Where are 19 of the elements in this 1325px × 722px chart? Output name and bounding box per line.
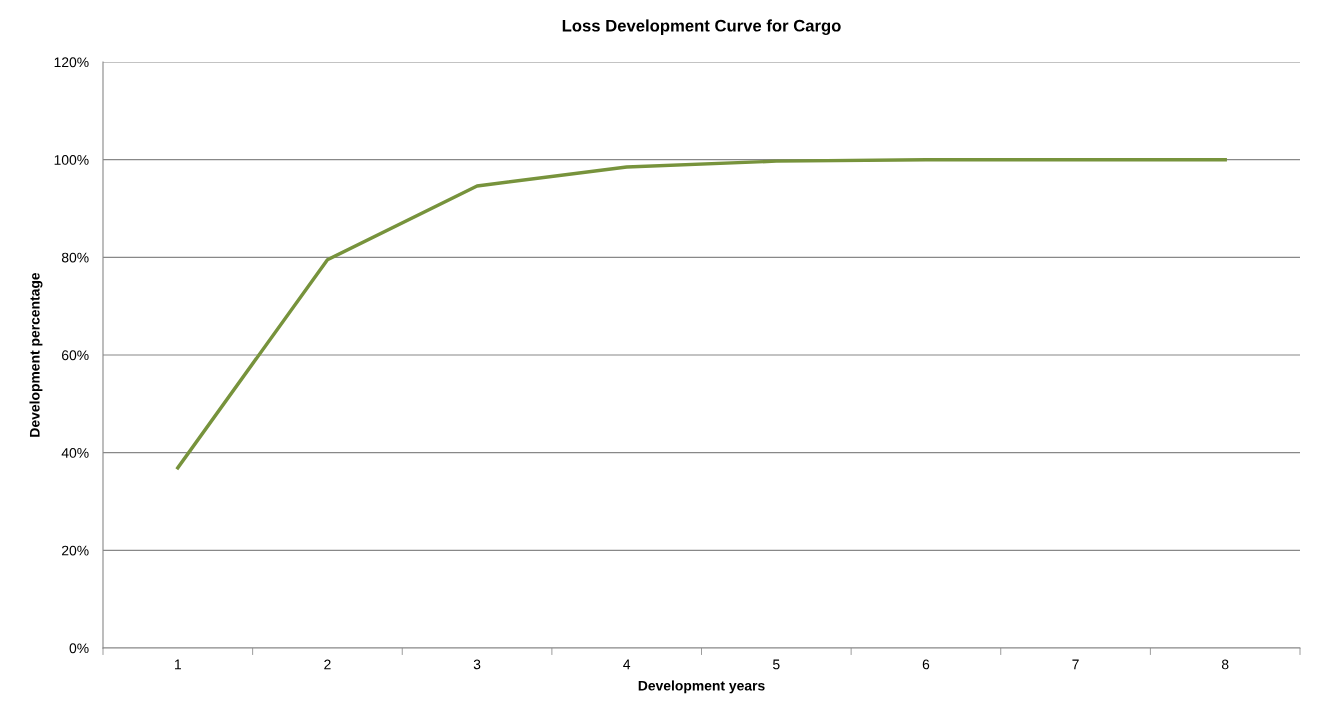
x-tick-label: 5 xyxy=(773,659,780,670)
x-tick-label: 8 xyxy=(1221,659,1229,670)
y-tick-label: 20% xyxy=(62,545,89,556)
y-tick-label: 40% xyxy=(61,448,89,458)
y-tick-label: 120% xyxy=(54,57,89,68)
x-tick-label: 1 xyxy=(175,659,181,670)
x-tick-label: 6 xyxy=(922,659,930,670)
x-tick-label: 7 xyxy=(1072,659,1079,670)
y-tick-label: 100% xyxy=(54,155,89,165)
y-tick-label: 0% xyxy=(69,643,89,654)
y-axis-title: Development percentage xyxy=(29,272,43,437)
x-tick-label: 2 xyxy=(324,659,331,670)
line-series xyxy=(176,157,1227,470)
x-tick-label: 3 xyxy=(473,659,481,670)
y-tick-label: 80% xyxy=(61,252,89,263)
y-tick-label: 60% xyxy=(62,350,89,361)
x-axis-title: Development years xyxy=(638,680,765,694)
chart-title: Loss Development Curve for Cargo xyxy=(562,19,841,35)
x-tick-label: 4 xyxy=(623,659,631,670)
